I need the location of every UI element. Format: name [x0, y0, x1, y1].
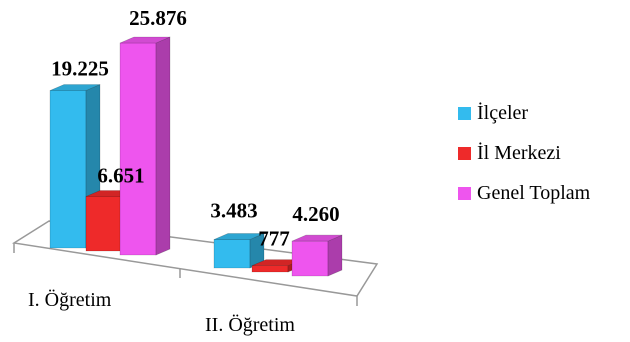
legend-item-il-merkezi: İl Merkezi — [458, 140, 590, 167]
legend-swatch-genel-toplam — [458, 187, 471, 200]
bar-top-face — [49, 84, 101, 91]
legend-label-genel-toplam: Genel Toplam — [477, 182, 591, 204]
data-label-ilceler-1: 19.225 — [51, 56, 109, 80]
legend: İlçeler İl Merkezi Genel Toplam — [458, 100, 590, 220]
floor-plane — [11, 220, 379, 297]
data-label-ilceler-2: 3.483 — [210, 198, 257, 222]
legend-swatch-ilceler — [458, 107, 471, 120]
category-label-2: II. Öğretim — [205, 313, 295, 336]
bar-genel-toplam-1 — [119, 36, 171, 256]
data-label-genel-toplam-1: 25.876 — [129, 6, 187, 30]
bar-top-face — [291, 234, 343, 242]
bars-group — [49, 36, 343, 277]
bar-front-face — [119, 42, 157, 256]
bar-front-face — [291, 240, 329, 277]
bar-front-face — [49, 90, 87, 249]
bar-front-face — [85, 196, 123, 252]
legend-label-ilceler: İlçeler — [477, 102, 529, 124]
bar-side-face — [155, 36, 171, 256]
legend-label-il-merkezi: İl Merkezi — [477, 142, 561, 164]
legend-item-genel-toplam: Genel Toplam — [458, 180, 590, 207]
legend-item-ilceler: İlçeler — [458, 100, 590, 127]
bar-ilceler-2 — [213, 233, 265, 269]
bar-top-face — [119, 36, 171, 44]
bar-front-face — [251, 265, 289, 273]
category-labels-group: I. Öğretim II. Öğretim — [28, 288, 295, 336]
bar-top-face — [213, 233, 265, 240]
bar-genel-toplam-2 — [291, 234, 343, 277]
bar-front-face — [213, 239, 251, 269]
data-label-il-merkezi-1: 6.651 — [97, 164, 144, 188]
chart-floor — [11, 220, 379, 306]
legend-swatch-il-merkezi — [458, 147, 471, 160]
bar-side-face — [327, 234, 343, 277]
data-label-il-merkezi-2: 777 — [258, 227, 290, 251]
category-label-1: I. Öğretim — [28, 288, 112, 311]
data-label-genel-toplam-2: 4.260 — [292, 202, 339, 226]
